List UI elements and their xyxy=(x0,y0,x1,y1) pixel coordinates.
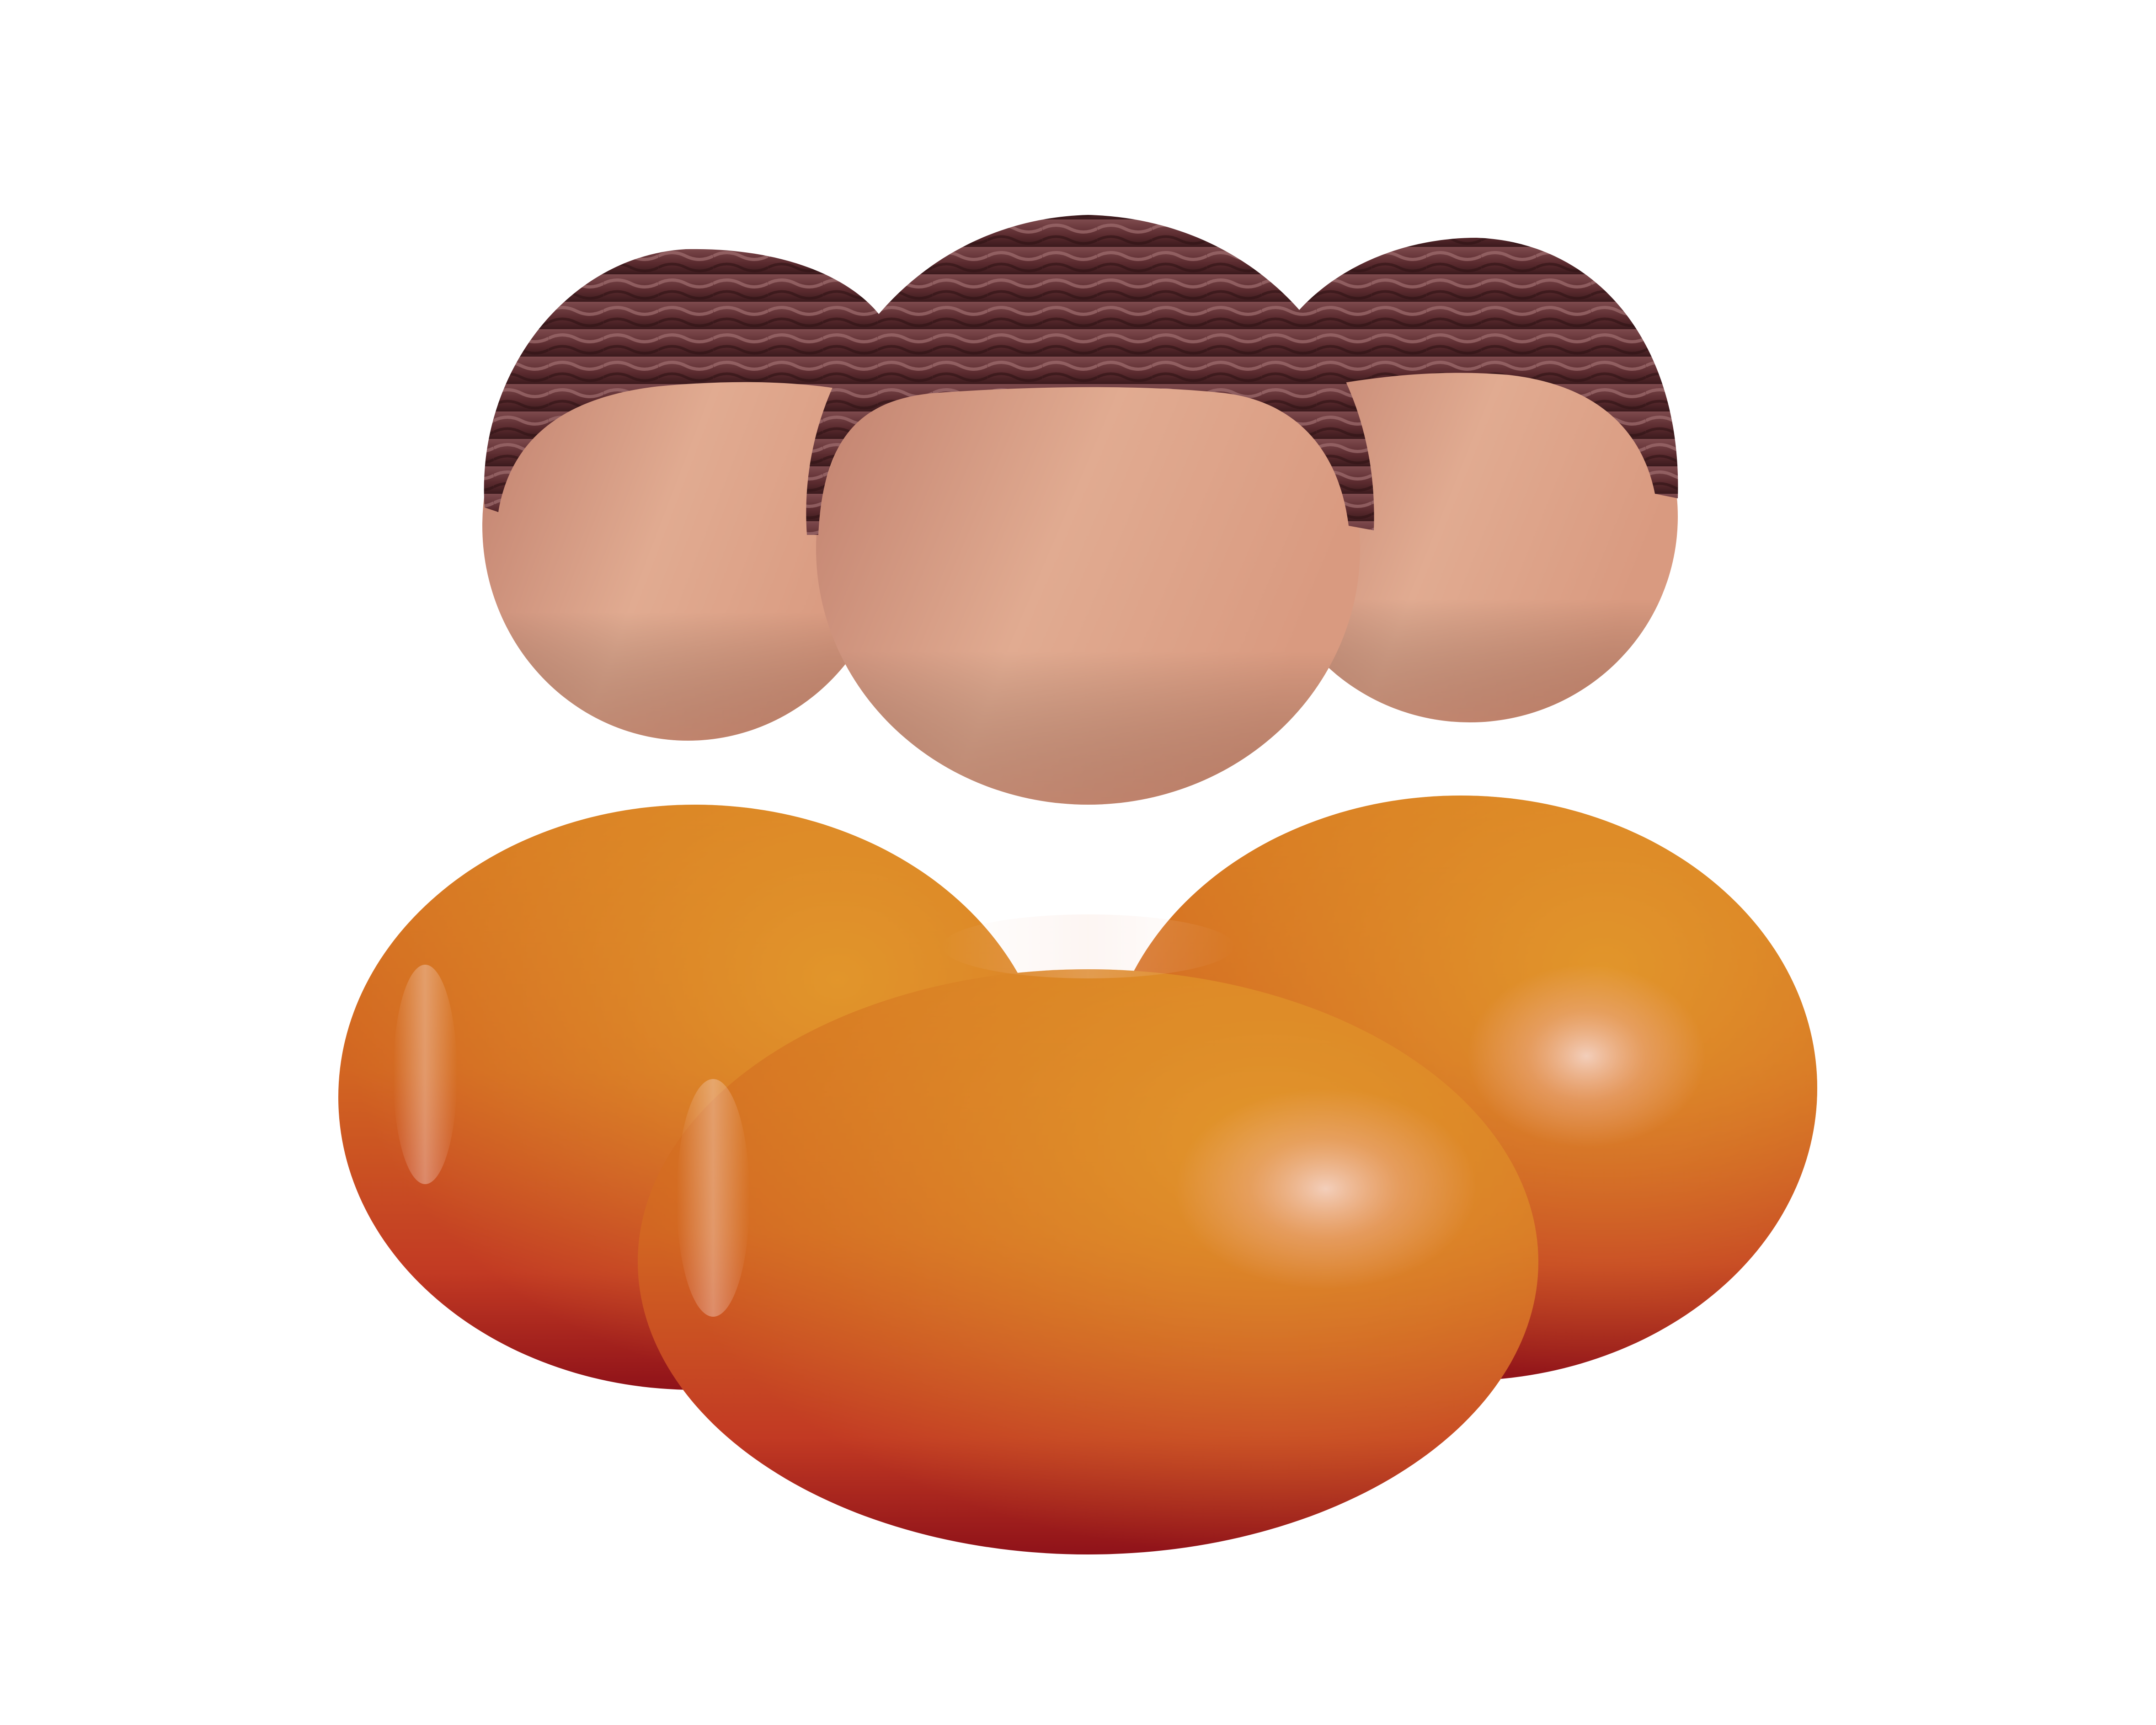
center-person-head xyxy=(816,293,1360,805)
left-person-head xyxy=(482,311,894,741)
center-person xyxy=(638,215,1538,1554)
right-person-hair xyxy=(1271,238,1678,498)
center-person-body xyxy=(638,914,1538,1554)
center-person-hair xyxy=(806,215,1374,535)
right-person-head xyxy=(1262,311,1678,722)
left-person-hair xyxy=(484,249,896,512)
